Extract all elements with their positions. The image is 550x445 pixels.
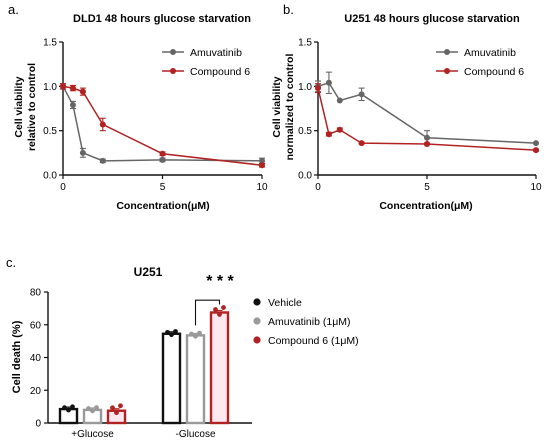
panel-a-series-line (62, 85, 263, 162)
panel-a-line-chart: a. DLD1 48 hours glucose starvation Cell… (8, 2, 268, 212)
panel-c-label: c. (6, 255, 16, 270)
panel-b-legend-marker (444, 49, 450, 55)
panel-a-data-point (69, 85, 76, 92)
panel-a-data-point (69, 101, 76, 108)
panel-b-x-tick-label: 0 (315, 182, 321, 193)
panel-a-data-point (60, 83, 66, 90)
panel-c-replicate-point (173, 329, 178, 334)
panel-a-data-point (159, 150, 166, 157)
panel-b-data-point (315, 85, 321, 92)
panel-c-replicate-point (221, 305, 226, 310)
panel-b-y-tick-label: 0.0 (298, 171, 312, 182)
panel-a-data-point (99, 121, 106, 128)
panel-c-bar (185, 334, 206, 425)
panel-c-replicate-point (189, 331, 194, 337)
panel-a-legend-marker (170, 49, 176, 55)
panel-c-replicate-point (66, 407, 71, 413)
panel-b-label: b. (283, 2, 294, 17)
panel-c-replicate-point (70, 404, 75, 410)
panel-c-bar (161, 332, 182, 425)
panel-b-legend-marker (444, 68, 450, 74)
panel-c-legend-marker (253, 298, 261, 306)
panel-b-x-tick-label: 10 (530, 182, 542, 193)
panel-a-data-point (79, 149, 86, 156)
panel-b-data-point (336, 126, 343, 133)
panel-b-data-point (424, 134, 430, 141)
panel-b-ylabel-line1: Cell viability (271, 76, 283, 137)
panel-c-legend-marker (253, 317, 261, 325)
panel-c-replicate-point (197, 330, 202, 336)
panel-b-data-point (336, 97, 343, 104)
panel-c-legend-label: Vehicle (268, 297, 302, 309)
panel-a-y-tick-label: 1.0 (43, 82, 57, 93)
panel-c-y-tick-label: 20 (30, 386, 42, 397)
panel-c-y-tick-label: 60 (30, 320, 42, 331)
panel-b-data-point (325, 79, 332, 86)
panel-a-title: DLD1 48 hours glucose starvation (73, 13, 251, 25)
panel-c-replicate-point (62, 405, 67, 411)
panel-c-bar (209, 311, 230, 425)
panel-c-category-label: +Glucose (71, 429, 114, 440)
panel-b-y-tick-label: 1.0 (298, 82, 312, 93)
panel-a-data-point (259, 157, 265, 164)
panel-c-legend-label: Compound 6 (1μM) (268, 335, 359, 347)
panel-a-legend-label: Compound 6 (190, 66, 250, 78)
panel-a-x-tick-label: 5 (160, 182, 166, 193)
panel-c-legend-label: Amuvatinib (1μM) (268, 316, 351, 328)
panel-c-replicate-point (193, 333, 198, 339)
panel-a-ylabel-line1: Cell viability (13, 76, 25, 137)
panel-c-replicate-point (169, 332, 174, 338)
panel-b-x-tick-label: 5 (424, 182, 430, 193)
panel-c-replicate-point (217, 312, 222, 317)
panel-a-legend-marker (170, 68, 176, 74)
panel-a-x-tick-label: 10 (256, 182, 268, 193)
panel-a-data-point (259, 162, 265, 169)
panel-c-bar-chart: c. U251 Cell death (%) * * * 0 20 40 60 80 +G… (6, 255, 359, 440)
panel-b-line-chart: b. U251 48 hours glucose starvation Cell… (271, 2, 542, 212)
panel-b-title: U251 48 hours glucose starvation (344, 13, 520, 25)
panel-c-category-label: -Glucose (175, 429, 215, 440)
panel-a-y-tick-label: 0.5 (43, 126, 57, 137)
panel-a-x-tick-label: 0 (60, 182, 66, 193)
panel-c-replicate-point (110, 405, 115, 411)
panel-b-series-line (317, 87, 537, 151)
panel-c-replicate-point (165, 329, 170, 335)
panel-b-data-point (358, 91, 365, 98)
panel-a-ylabel-line2: relative to control (26, 63, 38, 151)
panel-b-legend-label: Amuvatinib (464, 47, 516, 59)
panel-b-ylabel-line2: normalized to control (284, 54, 296, 161)
panel-a-data-point (79, 88, 86, 95)
panel-c-replicate-point (94, 405, 99, 411)
panel-c-replicate-point (86, 406, 91, 411)
panel-a-y-tick-label: 1.5 (43, 38, 57, 49)
panel-c-replicate-point (118, 403, 123, 409)
panel-b-y-tick-label: 0.5 (298, 126, 312, 137)
panel-c-significance-bracket (194, 299, 221, 326)
panel-b-data-point (358, 140, 365, 147)
panel-b-xlabel: Concentration(μM) (379, 200, 472, 212)
panel-b-data-point (325, 131, 332, 138)
panel-c-legend-marker (253, 336, 261, 344)
panel-b-data-point (424, 140, 430, 147)
panel-c-y-tick-label: 0 (35, 419, 41, 430)
panel-b-y-tick-label: 1.5 (298, 38, 312, 49)
panel-a-y-tick-label: 0.0 (43, 171, 57, 182)
panel-a-data-point (159, 156, 166, 163)
panel-c-replicate-point (114, 410, 119, 416)
panel-a-label: a. (8, 2, 19, 17)
panel-c-ylabel: Cell death (%) (11, 320, 23, 393)
panel-b-data-point (533, 140, 539, 147)
panel-c-title: U251 (134, 265, 163, 279)
panel-a-xlabel: Concentration(μM) (116, 200, 209, 212)
significance-stars: * * * (206, 273, 234, 290)
panel-a-legend-label: Amuvatinib (190, 47, 242, 59)
panel-c-replicate-point (213, 307, 218, 312)
panel-b-data-point (533, 147, 539, 154)
panel-a-data-point (99, 157, 106, 164)
panel-c-y-tick-label: 40 (30, 353, 42, 364)
panel-c-y-tick-label: 80 (30, 288, 42, 299)
panel-c-replicate-point (90, 408, 95, 414)
panel-b-legend-label: Compound 6 (464, 66, 524, 78)
